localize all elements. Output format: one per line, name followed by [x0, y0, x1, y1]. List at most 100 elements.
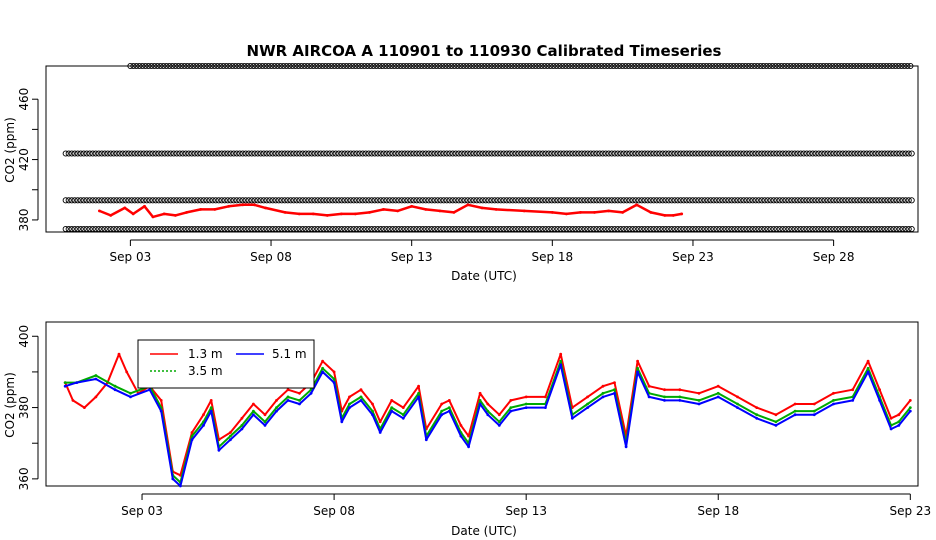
flag-point — [746, 150, 753, 157]
legend: 1.3 m 5.1 m 3.5 m — [137, 339, 315, 389]
flag-point — [305, 197, 312, 204]
flag-point — [251, 225, 258, 233]
flag-point — [410, 225, 417, 233]
flag-point — [902, 150, 909, 157]
data-point — [509, 409, 513, 413]
flag-point — [794, 225, 801, 233]
flag-point — [161, 197, 168, 204]
flag-point — [769, 62, 776, 70]
flag-point — [746, 197, 753, 204]
flag-point — [893, 150, 900, 157]
flag-point — [706, 62, 713, 70]
data-point — [159, 399, 163, 402]
flag-point — [320, 150, 327, 157]
flag-point — [206, 225, 213, 233]
flag-point — [137, 150, 144, 157]
flag-point — [638, 150, 645, 157]
data-point — [447, 406, 451, 409]
flag-point — [386, 150, 393, 157]
flag-point — [874, 62, 881, 70]
legend-label-1-3m: 1.3 m — [188, 347, 223, 361]
flag-point — [620, 197, 627, 204]
flag-point — [881, 150, 888, 157]
flag-point — [869, 197, 876, 204]
flag-point — [814, 62, 821, 70]
flag-point — [887, 225, 894, 233]
flag-point — [314, 197, 321, 204]
flag-point — [218, 225, 225, 233]
flag-point — [857, 225, 864, 233]
flag-point — [242, 197, 249, 204]
flag-point — [190, 62, 197, 70]
data-point — [390, 409, 394, 413]
flag-point — [431, 197, 438, 204]
flag-point — [607, 62, 614, 70]
y-tick-label: 460 — [17, 88, 31, 111]
flag-point — [311, 150, 318, 157]
flag-point — [587, 225, 594, 233]
legend-label-5-1m: 5.1 m — [272, 347, 307, 361]
flag-point — [280, 62, 287, 70]
flag-point — [794, 197, 801, 204]
flag-point — [175, 62, 182, 70]
data-point — [252, 402, 255, 406]
flag-point — [131, 225, 138, 233]
flag-point — [173, 197, 180, 204]
flag-row — [62, 150, 915, 157]
flag-point — [542, 197, 549, 204]
top-series — [98, 203, 684, 219]
flag-point — [875, 197, 882, 204]
flag-point — [362, 197, 369, 204]
flag-point — [200, 150, 207, 157]
flag-point — [62, 150, 69, 157]
flag-point — [653, 150, 660, 157]
flag-point — [790, 62, 797, 70]
flag-point — [239, 150, 246, 157]
flag-point — [167, 225, 174, 233]
flag-point — [391, 62, 398, 70]
flag-point — [161, 150, 168, 157]
flag-point — [611, 197, 618, 204]
flag-point — [893, 197, 900, 204]
flag-point — [550, 62, 557, 70]
flag-point — [860, 197, 867, 204]
flag-point — [356, 225, 363, 233]
data-point — [671, 214, 675, 217]
flag-point — [113, 150, 120, 157]
x-tick-label: Sep 03 — [121, 504, 163, 518]
flag-point — [304, 62, 311, 70]
data-point — [309, 391, 313, 395]
flag-point — [473, 197, 480, 204]
data-point — [438, 209, 442, 213]
data-point — [832, 391, 835, 395]
flag-point — [608, 225, 615, 233]
flag-point — [133, 62, 140, 70]
flag-point — [904, 62, 911, 70]
flag-point — [551, 225, 558, 233]
flag-point — [821, 197, 828, 204]
flag-point — [341, 225, 348, 233]
flag-point — [113, 197, 120, 204]
flag-point — [877, 62, 884, 70]
flag-point — [212, 197, 219, 204]
data-point — [607, 209, 610, 213]
flag-point — [358, 62, 365, 70]
flag-point — [98, 225, 105, 233]
flag-point — [272, 150, 279, 157]
flag-point — [125, 225, 132, 233]
flag-point — [883, 62, 890, 70]
flag-point — [476, 225, 483, 233]
flag-point — [119, 225, 126, 233]
flag-point — [203, 150, 210, 157]
flag-point — [568, 62, 575, 70]
flag-point — [275, 225, 282, 233]
data-point — [647, 395, 651, 399]
data-point — [697, 402, 701, 406]
flag-point — [506, 150, 513, 157]
flag-point — [677, 150, 684, 157]
flag-point — [524, 150, 531, 157]
flag-point — [491, 225, 498, 233]
flag-point — [692, 150, 699, 157]
flag-point — [569, 197, 576, 204]
data-point — [812, 402, 816, 406]
